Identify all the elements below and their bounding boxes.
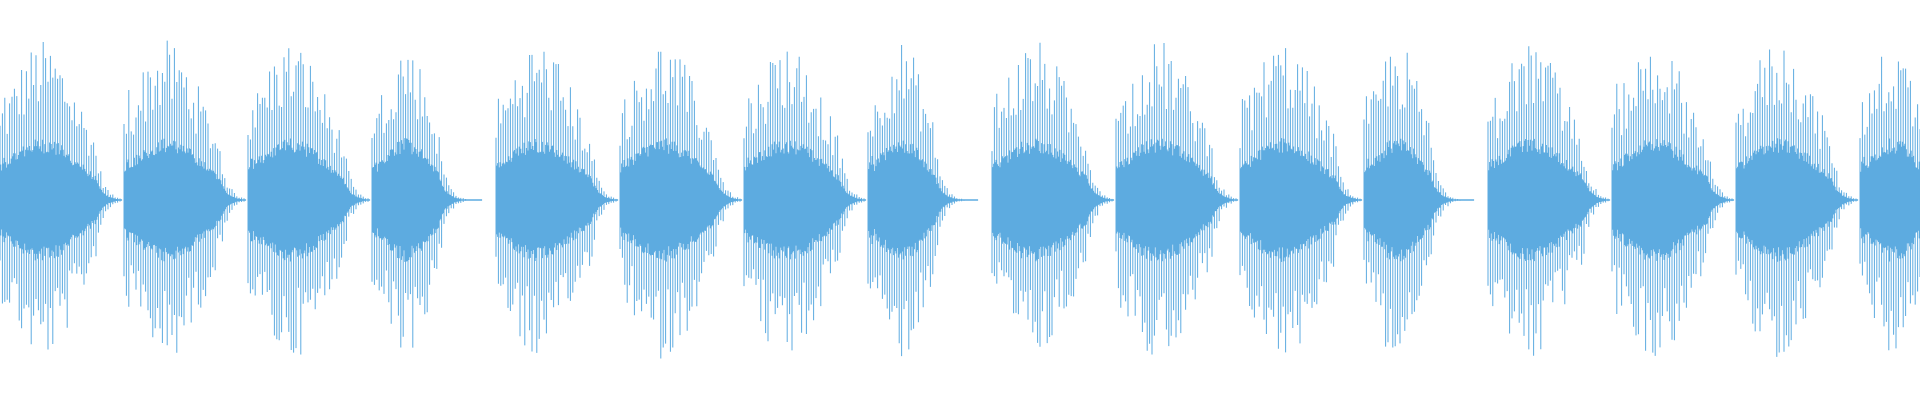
waveform-burst: [0, 42, 123, 350]
waveform-burst: [743, 51, 867, 351]
waveform-burst: [1859, 56, 1920, 351]
waveform-burst: [1363, 52, 1475, 348]
waveform-burst: [991, 42, 1115, 347]
waveform-burst: [619, 51, 743, 359]
waveform-burst: [867, 45, 979, 357]
waveform-burst: [1735, 49, 1859, 357]
waveform-burst: [1487, 46, 1611, 356]
waveform-burst: [495, 51, 619, 353]
waveform-burst: [1611, 56, 1735, 356]
waveform-burst: [123, 40, 247, 353]
waveform-burst: [1115, 43, 1239, 355]
waveform-burst: [371, 59, 483, 348]
waveform-burst: [1239, 48, 1363, 353]
waveform-burst: [247, 48, 371, 355]
